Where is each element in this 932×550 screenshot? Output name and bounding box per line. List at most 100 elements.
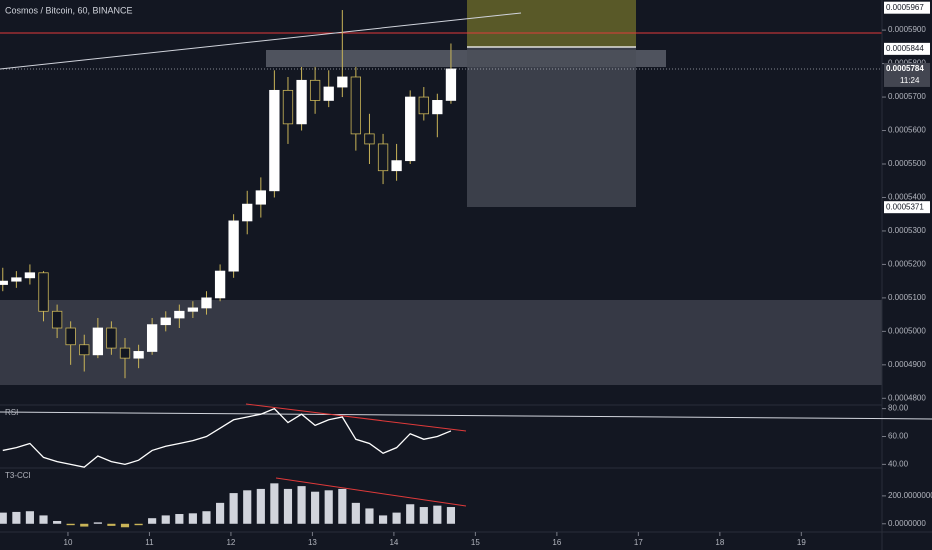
y-tick-label: 0.0005200 [888,260,926,269]
x-tick-label: 16 [552,538,561,547]
y-tick-label: 0.0005400 [888,193,926,202]
profit-zone [467,0,636,47]
x-tick-label: 15 [471,538,480,547]
candle-body [337,76,348,88]
cci-bar [229,493,238,524]
candle-body [0,280,8,285]
candle-body [119,347,131,359]
price-label-box [884,1,930,14]
y-tick-label: 0.0005900 [888,25,926,34]
candle-body [364,133,375,145]
y-tick-label: 200.0000000 [888,491,932,500]
candle-body [106,327,117,349]
cci-bar [216,502,225,524]
candle-body [79,344,90,356]
cci-bar [243,490,252,524]
candle-body [391,160,402,172]
cci-bar [134,523,143,526]
candle-body [201,297,212,309]
cci-bar [0,512,7,524]
rsi-trend-line [0,411,932,420]
x-tick-label: 19 [797,538,806,547]
cci-bar [419,507,428,524]
cci-bar [202,511,211,524]
candle-body [146,324,158,352]
trend-line [0,12,522,70]
y-tick-label: 0.0005100 [888,293,926,302]
y-tick-label: 0.0005500 [888,159,926,168]
candle-body [377,143,389,172]
candle-body [350,76,362,135]
candle-body [65,327,76,346]
y-tick-label: 60.00 [888,432,909,441]
x-tick-label: 11 [145,538,154,547]
x-tick-label: 10 [64,538,73,547]
cci-bar [80,523,89,527]
y-tick-label: 0.0005000 [888,326,926,335]
cci-bar [392,512,401,524]
y-tick-label: 0.0005700 [888,92,926,101]
cci-bar [25,511,34,524]
cci-bar [283,488,293,524]
cci-bar [93,522,102,524]
cci-bar [107,523,116,526]
price-label: 0.0005967 [886,3,924,12]
cci-divergence-line [275,477,467,507]
cci-bar [120,523,130,528]
y-tick-label: 0.0005300 [888,226,926,235]
y-tick-label: 0.0000000 [888,519,926,528]
price-label-box [884,42,930,55]
rsi-label: RSI [5,408,18,417]
candle-body [187,307,199,312]
cci-bar [446,507,456,524]
candle-body [432,100,443,115]
candle-body [133,351,144,359]
candle-body [445,68,457,101]
cci-bar [406,504,415,524]
cci-bar [324,490,333,524]
y-tick-label: 40.00 [888,459,909,468]
countdown: 11:24 [900,76,920,85]
cci-bar [270,483,279,524]
cci-bar [148,518,157,524]
candle-body [296,79,307,125]
y-tick-label: 0.0004800 [888,393,926,402]
price-label: 0.0005844 [886,44,924,53]
candle-body [323,86,334,101]
candle-body [11,277,22,282]
cci-bar [297,486,306,524]
candle-body [92,327,104,356]
x-tick-label: 13 [308,538,317,547]
demand-zone [0,300,882,385]
x-tick-label: 14 [389,538,398,547]
cci-bar [39,515,48,524]
x-tick-label: 18 [715,538,724,547]
cci-bar [311,491,320,524]
x-tick-label: 17 [634,538,643,547]
price-label: 0.0005371 [886,202,924,211]
cci-bar [175,514,184,524]
cci-bar [66,523,75,526]
chart-title: Cosmos / Bitcoin, 60, BINANCE [5,5,133,15]
cci-bar [161,515,170,524]
rsi-line [2,407,452,468]
candle-body [242,203,253,222]
candle-body [51,310,63,329]
cci-bar [378,515,388,524]
candle-body [269,89,280,192]
candle-body [38,272,49,312]
cci-bar [351,502,360,524]
candle-body [255,190,266,205]
cci-bar [256,488,265,524]
price-label-box [884,201,930,214]
last-price-box [884,62,930,87]
candle-body [282,89,294,125]
x-tick-label: 12 [226,538,235,547]
candle-body [228,220,239,272]
y-tick-label: 0.0005600 [888,126,926,135]
candle-body [309,79,321,101]
candle-body [405,96,416,162]
cci-bar [12,511,21,524]
